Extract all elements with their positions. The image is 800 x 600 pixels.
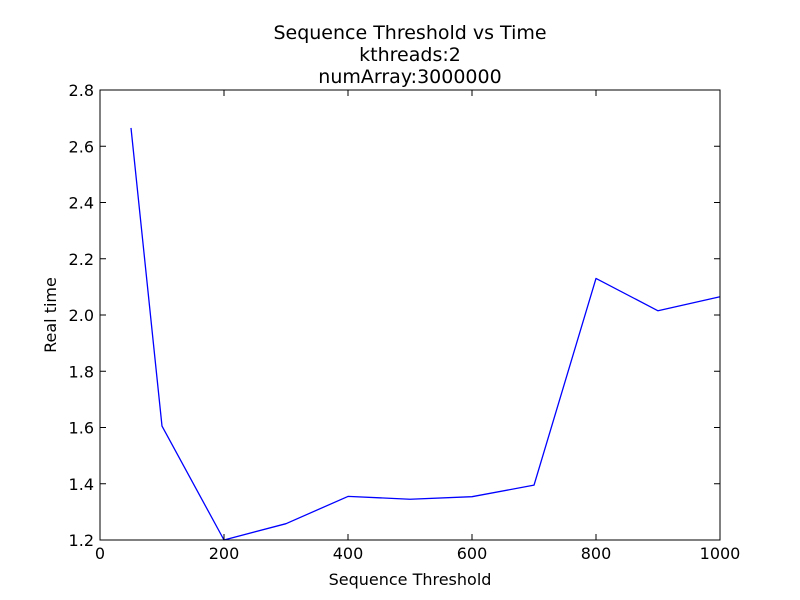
plot-frame xyxy=(99,89,721,541)
y-axis-label: Real time xyxy=(41,277,60,353)
x-tick-label: 600 xyxy=(457,544,488,563)
chart-title-line-2: kthreads:2 xyxy=(359,44,461,66)
y-tick-label: 2.8 xyxy=(69,81,94,100)
x-tick-label: 1000 xyxy=(700,544,741,563)
x-tick-label: 400 xyxy=(333,544,364,563)
y-tick-label: 1.6 xyxy=(69,419,94,438)
data-point xyxy=(657,310,658,311)
data-point xyxy=(533,485,534,486)
chart-title-line-1: Sequence Threshold vs Time xyxy=(273,22,546,44)
y-tick-label: 2.2 xyxy=(69,250,94,269)
y-tick-label: 2.0 xyxy=(69,306,94,325)
x-tick-label: 200 xyxy=(209,544,240,563)
y-tick-label: 1.8 xyxy=(69,362,94,381)
y-tick-label: 1.2 xyxy=(69,531,94,550)
data-point xyxy=(347,496,348,497)
data-point xyxy=(285,523,286,524)
ticks-layer: 0 200 400 600 800 1000 1.2 1.4 1.6 1.8 2.0 2.2 2.4 2.… xyxy=(69,81,741,563)
y-tick-label: 2.4 xyxy=(69,194,94,213)
y-tick-label: 2.6 xyxy=(69,137,94,156)
data-point xyxy=(471,496,472,497)
y-tick-label: 1.4 xyxy=(69,475,94,494)
data-point xyxy=(161,425,162,426)
data-point xyxy=(595,278,596,279)
plot-area xyxy=(100,90,720,540)
chart-title-line-3: numArray:3000000 xyxy=(318,66,501,88)
x-tick-label: 800 xyxy=(581,544,612,563)
x-tick-label: 0 xyxy=(95,544,105,563)
x-axis-label: Sequence Threshold xyxy=(329,570,492,589)
data-point xyxy=(409,499,410,500)
chart-title: Sequence Threshold vs Time kthreads:2 nu… xyxy=(273,22,546,88)
data-point xyxy=(130,127,131,128)
series-line xyxy=(130,127,721,541)
data-layer xyxy=(130,127,721,541)
